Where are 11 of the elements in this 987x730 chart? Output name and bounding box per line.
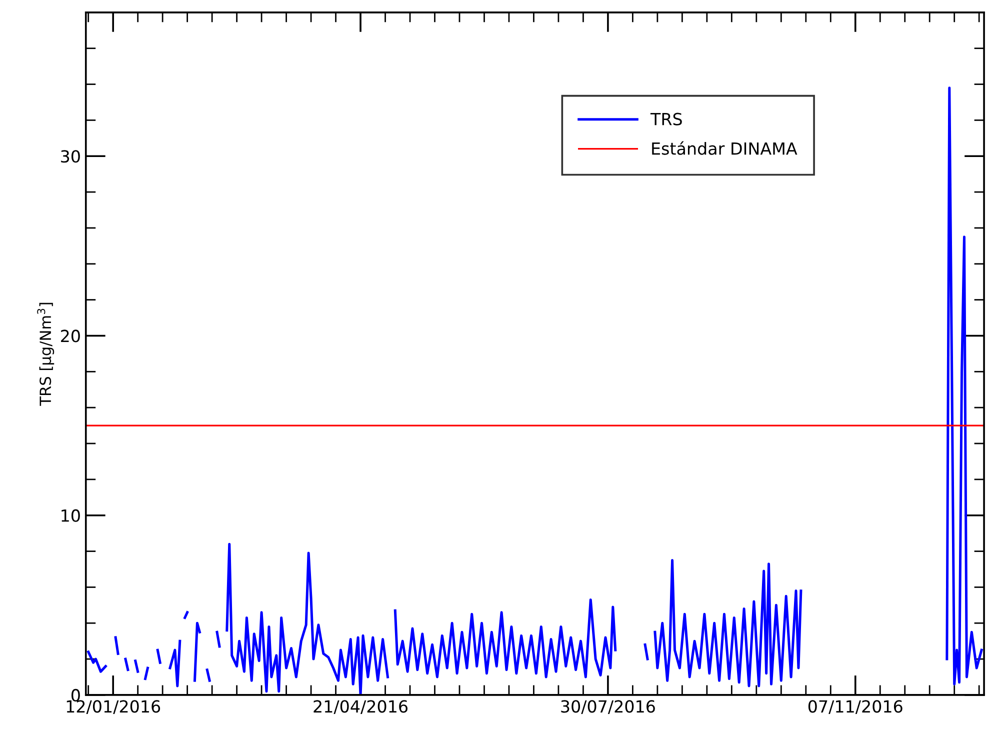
x-tick-label: 21/04/2016: [314, 700, 408, 714]
x-tick-label: 30/07/2016: [561, 700, 655, 714]
x-tick-label: 12/01/2016: [66, 700, 160, 714]
legend-label: TRS: [650, 112, 682, 126]
y-tick-label: 30: [61, 150, 80, 163]
legend-label: Estándar DINAMA: [652, 141, 798, 155]
x-tick-label: 07/11/2016: [808, 700, 902, 714]
y-tick-label: 0: [72, 688, 80, 702]
y-axis-title: TRS [µg/Nm$^{3}$]: [37, 302, 54, 406]
y-tick-label: 10: [62, 509, 80, 522]
y-tick-label: 20: [61, 330, 80, 342]
